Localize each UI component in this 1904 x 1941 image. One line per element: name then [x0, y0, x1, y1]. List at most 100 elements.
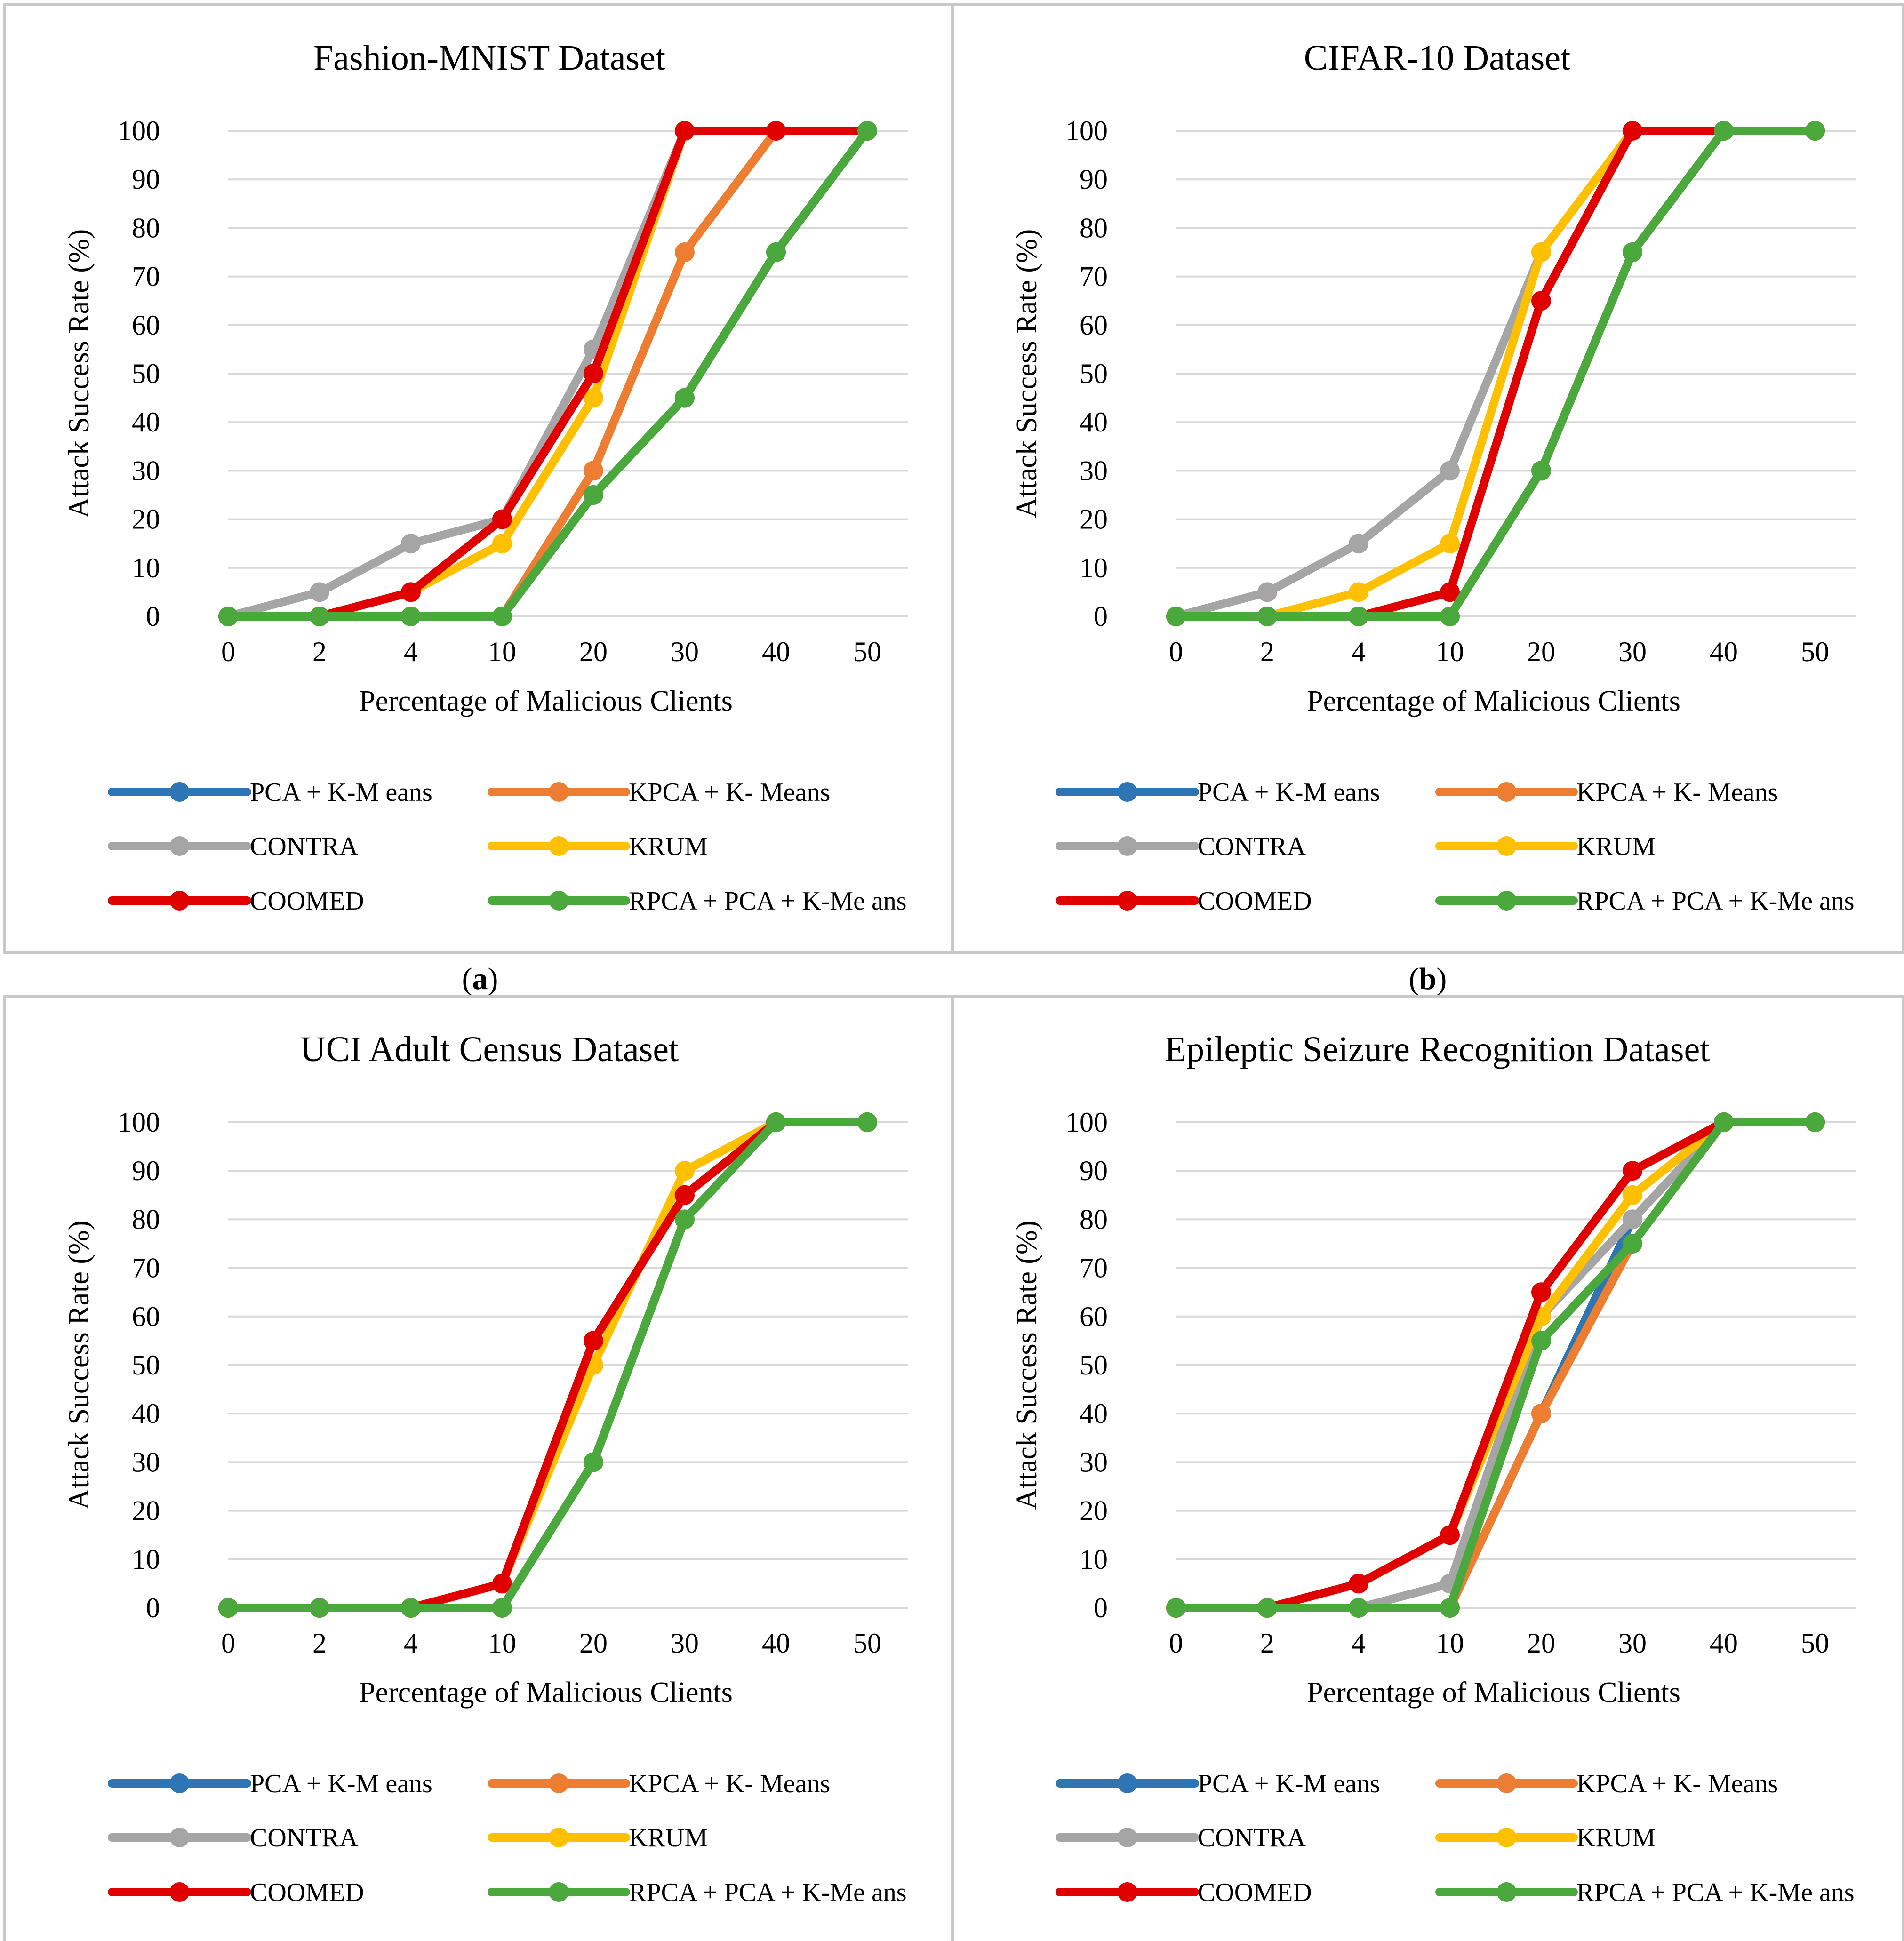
data-point-kpca — [675, 242, 695, 262]
y-axis-label: Attack Success Rate (%) — [63, 229, 95, 519]
y-axis-label: Attack Success Rate (%) — [63, 1221, 95, 1510]
chart-panel-c: UCI Adult Census Dataset0102030405060708… — [3, 995, 957, 1941]
y-tick-label: 50 — [132, 358, 160, 389]
legend-swatch-marker — [169, 1773, 190, 1793]
x-axis-label: Percentage of Malicious Clients — [1307, 685, 1680, 717]
legend-label: KRUM — [1576, 832, 1656, 861]
data-point-rpca — [310, 607, 329, 626]
data-point-rpca — [1531, 461, 1551, 481]
data-point-coomed — [766, 121, 786, 141]
x-tick-label: 30 — [671, 636, 699, 667]
y-tick-label: 20 — [132, 1495, 160, 1526]
x-tick-label: 10 — [488, 1628, 516, 1659]
legend-item-coomed: COOMED — [1056, 1878, 1312, 1907]
data-point-kpca — [584, 461, 603, 481]
y-tick-label: 60 — [1080, 310, 1108, 341]
data-point-rpca — [401, 1598, 421, 1618]
legend-swatch-marker — [1117, 1882, 1137, 1902]
y-tick-label: 60 — [1080, 1301, 1108, 1332]
y-tick-label: 60 — [132, 1301, 160, 1332]
data-point-rpca — [1349, 1598, 1368, 1618]
data-point-coomed — [492, 509, 512, 529]
x-tick-label: 50 — [1801, 1628, 1829, 1659]
x-tick-label: 2 — [312, 1628, 327, 1659]
x-tick-label: 0 — [221, 1628, 235, 1659]
legend-label: PCA + K-M eans — [250, 1769, 432, 1798]
legend-label: PCA + K-M eans — [1198, 1769, 1380, 1798]
legend-item-krum: KRUM — [488, 832, 708, 861]
y-tick-label: 0 — [1094, 601, 1108, 632]
x-tick-label: 40 — [762, 636, 790, 667]
legend-item-coomed: COOMED — [1056, 887, 1312, 916]
chart-title: CIFAR-10 Dataset — [1304, 38, 1570, 78]
x-tick-label: 50 — [853, 636, 881, 667]
x-tick-label: 4 — [1352, 636, 1366, 667]
legend-label: RPCA + PCA + K-Me ans — [629, 887, 907, 916]
x-tick-label: 50 — [853, 1628, 881, 1659]
y-tick-label: 20 — [132, 504, 160, 535]
legend-item-pca: PCA + K-M eans — [1056, 1769, 1380, 1798]
x-tick-label: 0 — [221, 636, 235, 667]
y-tick-label: 80 — [1080, 1204, 1108, 1235]
legend: PCA + K-M eans KPCA + K- Means CONTRA KRUM C… — [1056, 778, 1855, 916]
data-point-krum — [675, 1161, 695, 1181]
data-point-contra — [1623, 1209, 1642, 1230]
data-point-coomed — [401, 582, 421, 602]
series-rpca — [218, 121, 877, 626]
x-axis-label: Percentage of Malicious Clients — [1307, 1677, 1680, 1709]
data-point-rpca — [675, 388, 695, 408]
y-tick-label: 100 — [118, 1107, 160, 1138]
y-tick-label: 50 — [1080, 358, 1108, 389]
y-tick-label: 50 — [1080, 1350, 1108, 1381]
x-tick-label: 20 — [579, 636, 608, 667]
legend-swatch-marker — [1496, 1882, 1517, 1902]
x-tick-label: 50 — [1801, 636, 1829, 667]
data-point-krum — [1623, 1185, 1642, 1205]
data-point-rpca — [1257, 1598, 1277, 1618]
data-point-coomed — [1440, 1525, 1460, 1545]
series-line-rpca — [224, 1118, 872, 1612]
data-point-rpca — [1440, 1598, 1460, 1618]
data-point-contra — [310, 582, 329, 602]
legend-label: COOMED — [250, 1878, 364, 1907]
legend-item-coomed: COOMED — [108, 1878, 364, 1907]
data-point-krum — [584, 388, 603, 408]
legend-swatch-marker — [169, 1882, 190, 1902]
y-tick-label: 80 — [1080, 212, 1108, 243]
legend-label: CONTRA — [1198, 832, 1306, 861]
x-tick-label: 20 — [1527, 636, 1555, 667]
y-tick-label: 90 — [1080, 164, 1108, 195]
panel-caption: (a) — [462, 962, 498, 996]
x-axis-label: Percentage of Malicious Clients — [359, 1677, 733, 1709]
legend-swatch-marker — [549, 782, 569, 802]
legend-label: KRUM — [1576, 1823, 1656, 1853]
legend-label: CONTRA — [250, 832, 359, 861]
y-tick-label: 30 — [132, 1446, 160, 1478]
data-point-coomed — [1531, 291, 1551, 311]
legend-item-contra: CONTRA — [108, 832, 359, 861]
y-tick-label: 80 — [132, 212, 160, 243]
data-point-contra — [1349, 534, 1368, 554]
legend-label: CONTRA — [250, 1823, 359, 1853]
data-point-coomed — [1623, 1161, 1642, 1181]
data-point-rpca — [857, 121, 877, 141]
legend: PCA + K-M eans KPCA + K- Means CONTRA KRUM C… — [108, 778, 907, 916]
series-line-rpca — [224, 127, 872, 621]
x-tick-label: 2 — [1260, 636, 1274, 667]
legend-item-kpca: KPCA + K- Means — [1435, 1769, 1778, 1798]
data-point-coomed — [1349, 1574, 1368, 1594]
legend-label: RPCA + PCA + K-Me ans — [1576, 887, 1855, 916]
legend-swatch-marker — [169, 836, 190, 856]
y-tick-label: 50 — [132, 1350, 160, 1381]
legend: PCA + K-M eans KPCA + K- Means CONTRA KRUM C… — [108, 1769, 907, 1907]
legend-item-contra: CONTRA — [1056, 832, 1306, 861]
y-tick-label: 0 — [146, 601, 160, 632]
data-point-rpca — [766, 242, 786, 262]
legend-item-contra: CONTRA — [1056, 1823, 1306, 1853]
x-tick-label: 2 — [312, 636, 327, 667]
series-rpca — [218, 1112, 877, 1618]
data-point-rpca — [857, 1112, 877, 1132]
legend-label: RPCA + PCA + K-Me ans — [629, 1878, 907, 1907]
data-point-rpca — [1805, 1112, 1825, 1132]
legend-item-krum: KRUM — [1435, 832, 1656, 861]
